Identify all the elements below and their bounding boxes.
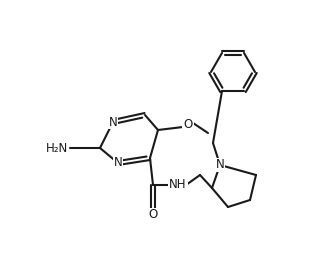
Text: N: N — [216, 158, 224, 172]
Text: H₂N: H₂N — [46, 142, 68, 155]
Text: NH: NH — [169, 178, 187, 191]
Text: O: O — [149, 208, 158, 221]
Text: N: N — [109, 115, 117, 129]
Text: N: N — [114, 156, 122, 169]
Text: O: O — [183, 119, 192, 132]
